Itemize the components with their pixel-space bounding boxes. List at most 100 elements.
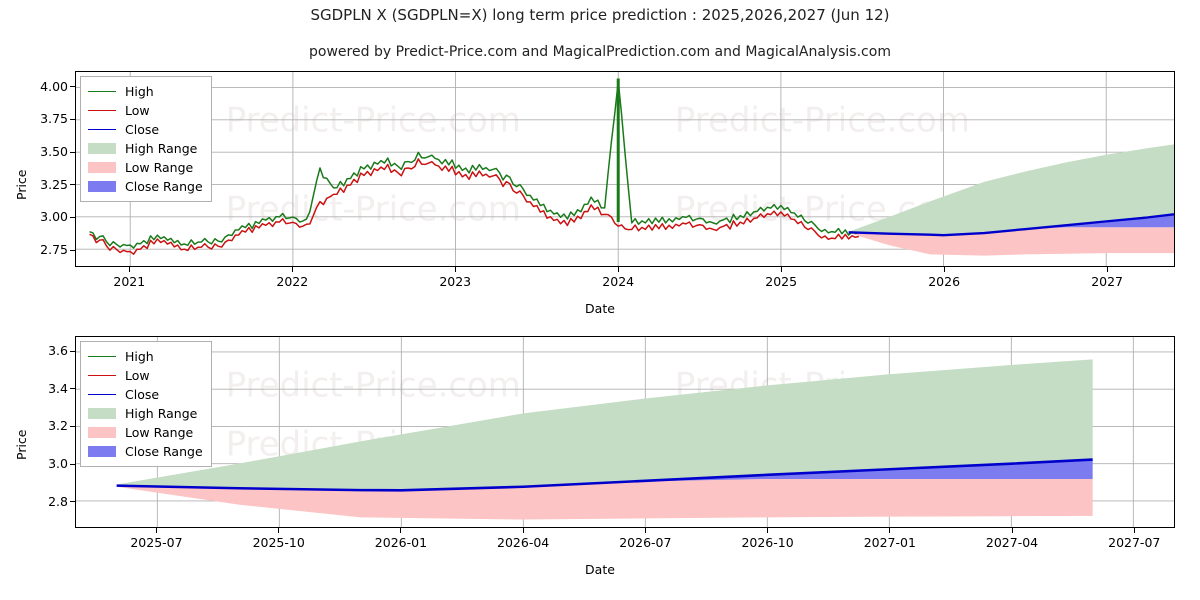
legend-label: High Range bbox=[125, 406, 198, 421]
x-tick-label: 2025 bbox=[765, 274, 798, 289]
y-tick-mark bbox=[70, 350, 75, 352]
legend-label: Low Range bbox=[125, 160, 194, 175]
legend-item-high: High bbox=[88, 347, 203, 366]
legend-swatch-patch bbox=[88, 162, 116, 173]
x-tick-label: 2026-07 bbox=[619, 535, 672, 550]
overview-plot-svg: Predict-Price.com Predict-Price.comPredic… bbox=[76, 72, 1174, 266]
legend-swatch-patch bbox=[88, 446, 116, 457]
x-tick-mark bbox=[291, 267, 293, 272]
x-tick-mark bbox=[522, 528, 524, 533]
x-tick-label: 2024 bbox=[602, 274, 635, 289]
y-tick-mark bbox=[70, 249, 75, 251]
legend-swatch-line bbox=[88, 356, 116, 357]
legend-item-close: Close bbox=[88, 120, 203, 139]
x-tick-mark bbox=[780, 267, 782, 272]
x-tick-mark bbox=[400, 528, 402, 533]
y-tick-label: 2.8 bbox=[48, 493, 68, 509]
legend-label: Close bbox=[125, 387, 160, 402]
legend-label: Close Range bbox=[125, 444, 203, 459]
legend-item-close-range: Close Range bbox=[88, 442, 203, 461]
y-tick-label: 4.00 bbox=[40, 78, 68, 94]
y-tick-mark bbox=[70, 216, 75, 218]
overview-legend: High Low Close High Range Low Range Close Ran… bbox=[80, 76, 212, 202]
y-tick-mark bbox=[70, 151, 75, 153]
x-tick-label: 2027-04 bbox=[985, 535, 1039, 550]
chart-subtitle: powered by Predict-Price.com and Magical… bbox=[309, 44, 891, 60]
legend-swatch-line bbox=[88, 110, 116, 111]
chart-title: SGDPLN X (SGDPLN=X) long term price pred… bbox=[310, 6, 890, 24]
y-tick-mark bbox=[70, 463, 75, 465]
forecast-plot-svg: Predict-Price.comPredict-Price.comPredic… bbox=[76, 337, 1174, 527]
x-tick-mark bbox=[454, 267, 456, 272]
forecast-x-axis-label: Date bbox=[585, 562, 615, 577]
legend-item-low: Low bbox=[88, 101, 203, 120]
x-tick-label: 2027 bbox=[1091, 274, 1123, 289]
x-tick-mark bbox=[644, 528, 646, 533]
legend-swatch-patch bbox=[88, 408, 116, 419]
legend-item-low: Low bbox=[88, 366, 203, 385]
x-tick-label: 2025-07 bbox=[130, 535, 183, 550]
x-tick-mark bbox=[767, 528, 769, 533]
x-tick-label: 2025-10 bbox=[252, 535, 305, 550]
legend-swatch-line bbox=[88, 129, 116, 130]
x-tick-label: 2022 bbox=[276, 274, 309, 289]
legend-swatch-line bbox=[88, 91, 116, 92]
legend-label: Low Range bbox=[125, 425, 194, 440]
y-tick-label: 3.25 bbox=[40, 176, 68, 192]
x-tick-mark bbox=[1011, 528, 1013, 533]
y-tick-label: 3.75 bbox=[40, 111, 68, 127]
legend-label: Close Range bbox=[125, 179, 203, 194]
y-tick-mark bbox=[70, 501, 75, 503]
svg-text:Predict-Price.com: Predict-Price.com bbox=[226, 366, 521, 405]
legend-swatch-patch bbox=[88, 427, 116, 438]
forecast-legend: High Low Close High Range Low Range Close Ran… bbox=[80, 341, 212, 467]
legend-label: Low bbox=[125, 103, 150, 118]
legend-swatch-line bbox=[88, 394, 116, 395]
x-tick-mark bbox=[278, 528, 280, 533]
x-tick-mark bbox=[155, 528, 157, 533]
x-tick-label: 2026-10 bbox=[741, 535, 794, 550]
x-tick-mark bbox=[943, 267, 945, 272]
x-tick-label: 2026-04 bbox=[497, 535, 550, 550]
y-tick-label: 3.00 bbox=[40, 209, 68, 225]
x-tick-mark bbox=[617, 267, 619, 272]
legend-swatch-line bbox=[88, 375, 116, 376]
x-tick-label: 2027-07 bbox=[1108, 535, 1161, 550]
x-tick-mark bbox=[1106, 267, 1108, 272]
y-tick-mark bbox=[70, 425, 75, 427]
legend-item-low-range: Low Range bbox=[88, 423, 203, 442]
legend-label: High bbox=[125, 349, 154, 364]
legend-label: Close bbox=[125, 122, 160, 137]
x-tick-mark bbox=[128, 267, 130, 272]
legend-label: Low bbox=[125, 368, 150, 383]
y-tick-label: 2.75 bbox=[40, 242, 68, 257]
legend-item-high-range: High Range bbox=[88, 404, 203, 423]
forecast-plot-area: Predict-Price.comPredict-Price.comPredic… bbox=[75, 336, 1175, 528]
legend-label: High bbox=[125, 84, 154, 99]
legend-item-close: Close bbox=[88, 385, 203, 404]
x-tick-label: 2023 bbox=[439, 274, 472, 289]
x-tick-label: 2026-01 bbox=[374, 535, 428, 550]
y-tick-label: 3.2 bbox=[48, 418, 68, 434]
x-tick-mark bbox=[889, 528, 891, 533]
legend-swatch-patch bbox=[88, 181, 116, 192]
y-tick-mark bbox=[70, 388, 75, 390]
y-tick-mark bbox=[70, 118, 75, 120]
y-tick-label: 3.6 bbox=[48, 343, 68, 359]
legend-item-high: High bbox=[88, 82, 203, 101]
y-tick-label: 3.0 bbox=[48, 456, 68, 471]
legend-label: High Range bbox=[125, 141, 198, 156]
x-tick-label: 2027-01 bbox=[863, 535, 916, 550]
y-tick-mark bbox=[70, 184, 75, 186]
y-tick-label: 3.50 bbox=[40, 144, 68, 159]
svg-text:Predict-Price.com: Predict-Price.com bbox=[226, 190, 521, 229]
overview-plot-area: Predict-Price.com Predict-Price.com Predic… bbox=[75, 71, 1175, 267]
x-tick-label: 2021 bbox=[113, 274, 146, 289]
legend-swatch-patch bbox=[88, 143, 116, 154]
x-tick-mark bbox=[1133, 528, 1135, 533]
y-tick-mark bbox=[70, 86, 75, 88]
legend-item-high-range: High Range bbox=[88, 139, 203, 158]
overview-x-axis-label: Date bbox=[585, 301, 615, 316]
legend-item-low-range: Low Range bbox=[88, 158, 203, 177]
y-tick-label: 3.4 bbox=[48, 380, 68, 396]
